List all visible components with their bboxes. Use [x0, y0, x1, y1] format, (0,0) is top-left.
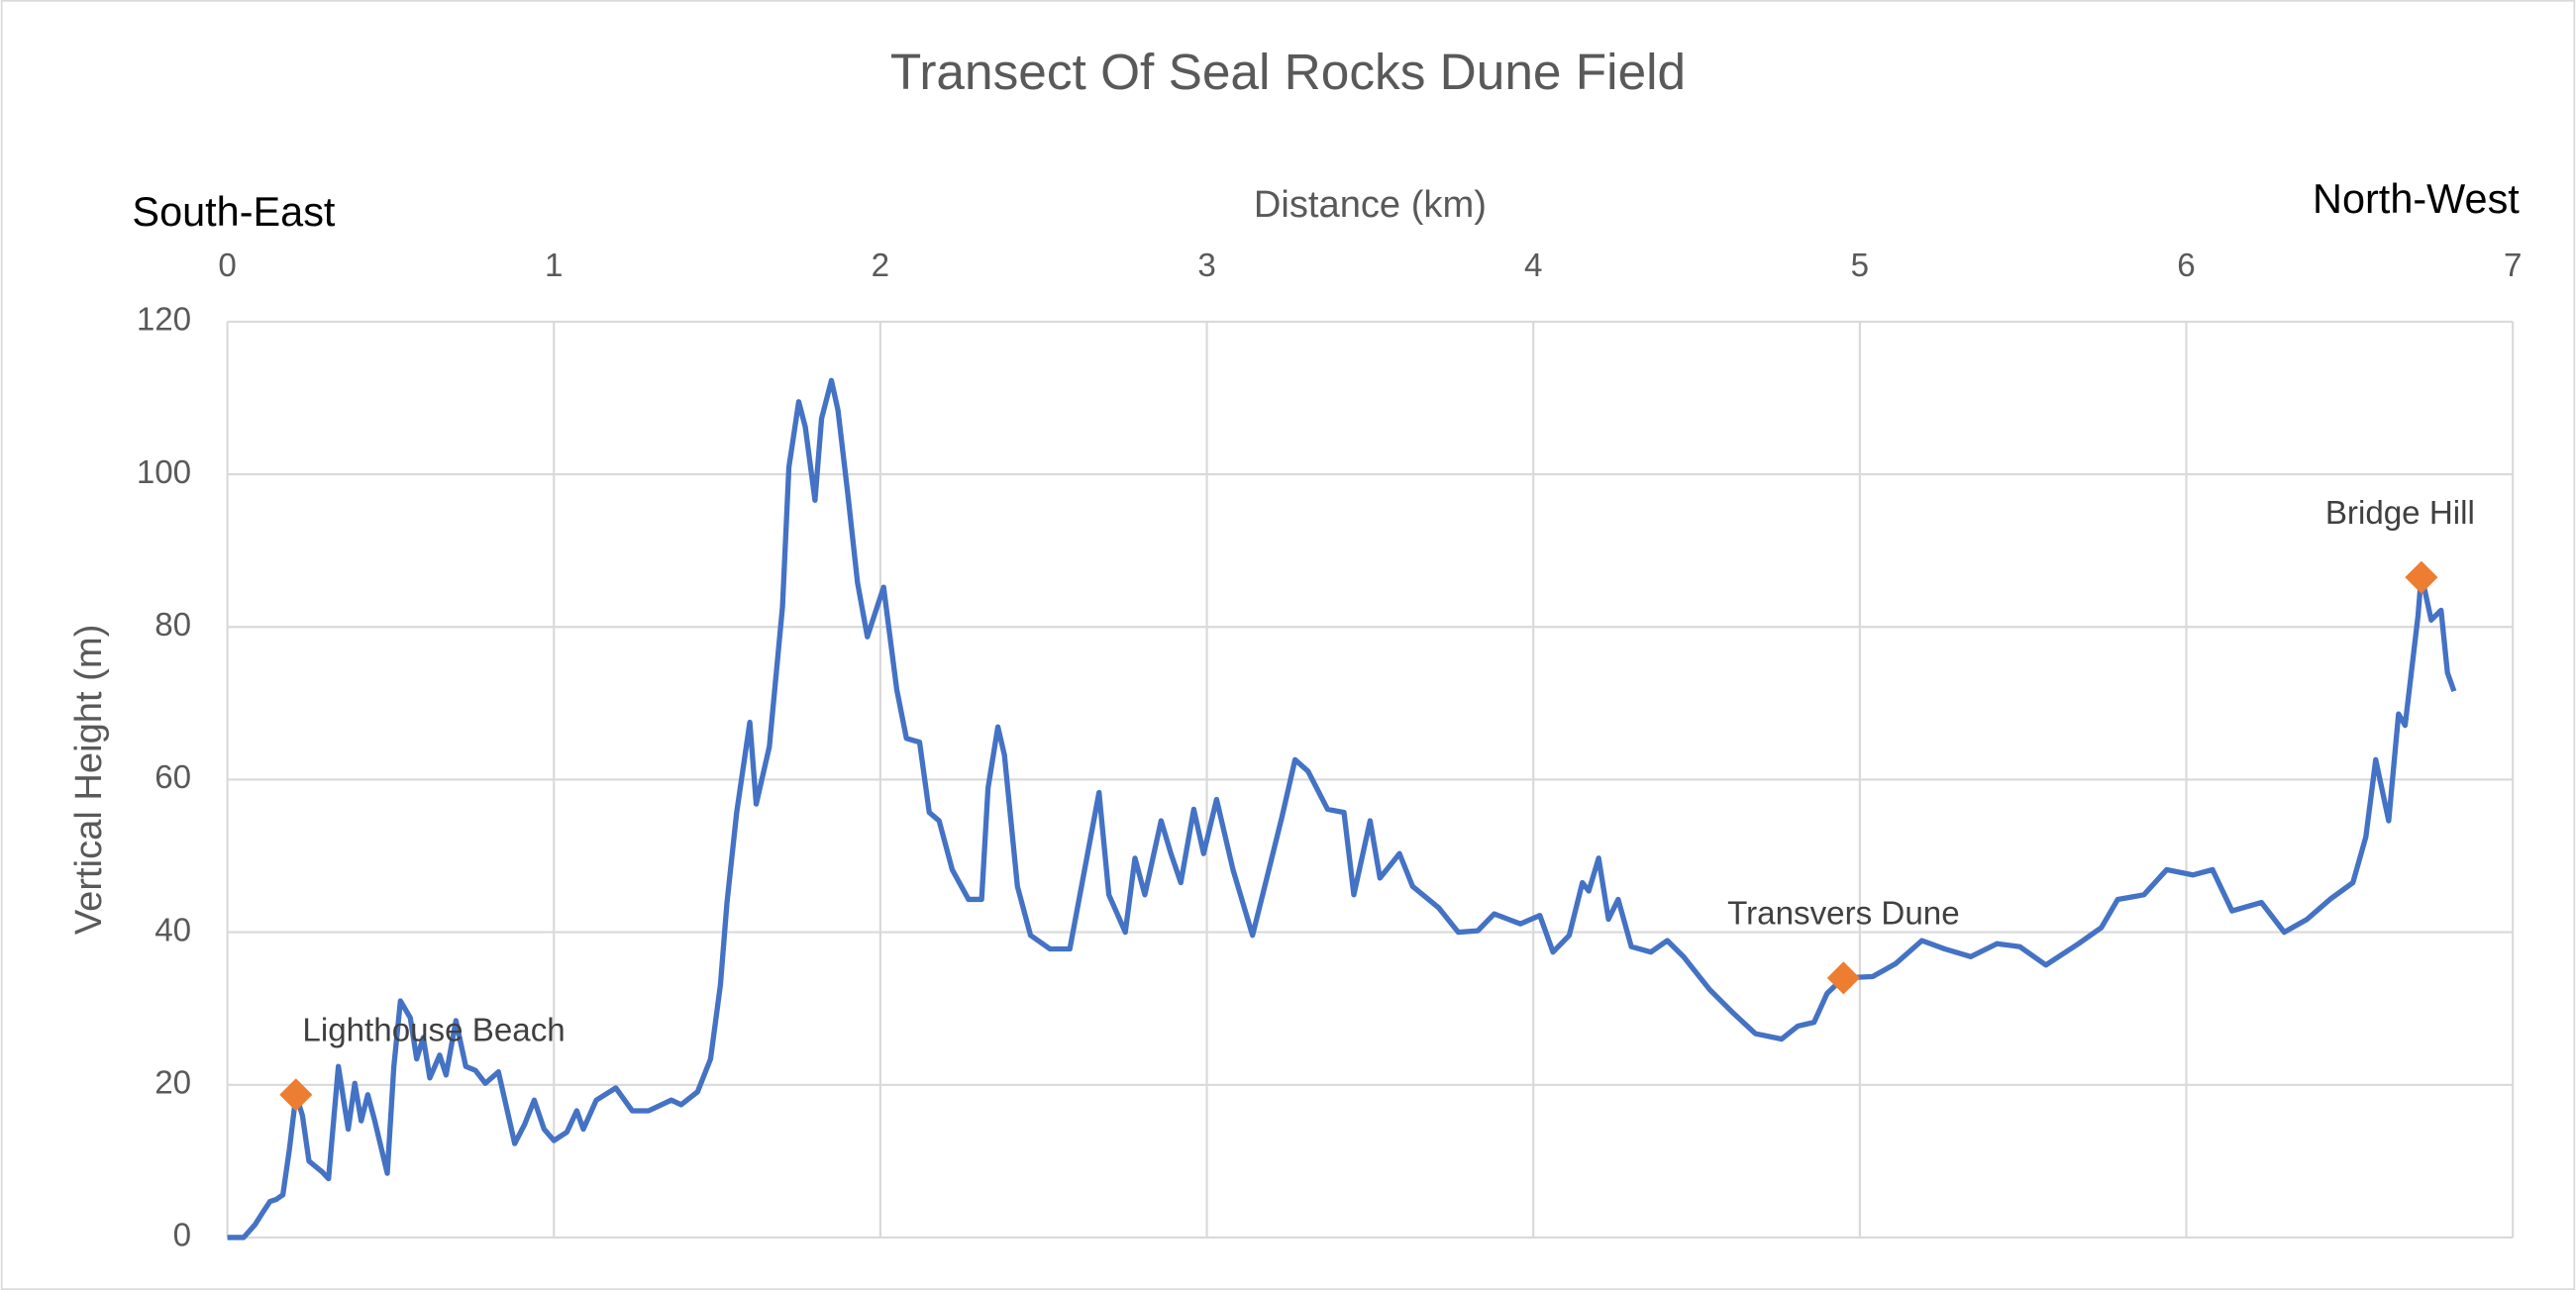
data-line	[227, 377, 2457, 1240]
y-tick-label: 20	[155, 1065, 191, 1102]
y-axis-title: Vertical Height (m)	[67, 625, 110, 935]
y-tick-label: 100	[137, 454, 191, 491]
x-tick-label: 2	[872, 248, 889, 284]
marker	[1826, 961, 1860, 995]
right-label: North-West	[2313, 175, 2520, 222]
left-label: South-East	[132, 188, 335, 235]
y-tick-label: 120	[137, 302, 191, 339]
x-tick-label: 0	[218, 248, 236, 284]
y-tick-label: 40	[155, 912, 191, 948]
y-tick-label: 0	[173, 1218, 191, 1254]
x-tick-label: 7	[2504, 248, 2522, 284]
chart-title: Transect Of Seal Rocks Dune Field	[890, 43, 1686, 100]
x-tick-label: 1	[545, 248, 563, 284]
point-label: Lighthouse Beach	[302, 1013, 565, 1049]
y-tick-label: 60	[155, 759, 191, 796]
marker	[279, 1078, 313, 1112]
point-label: Transvers Dune	[1727, 896, 1960, 933]
x-tick-label: 5	[1851, 248, 1869, 284]
point-label: Bridge Hill	[2325, 495, 2475, 532]
marker	[2405, 560, 2438, 594]
x-tick-label: 6	[2177, 248, 2195, 284]
x-axis-title: Distance (km)	[1254, 183, 1487, 226]
x-tick-label: 3	[1197, 248, 1215, 284]
x-tick-label: 4	[1524, 248, 1542, 284]
y-tick-label: 80	[155, 607, 191, 644]
